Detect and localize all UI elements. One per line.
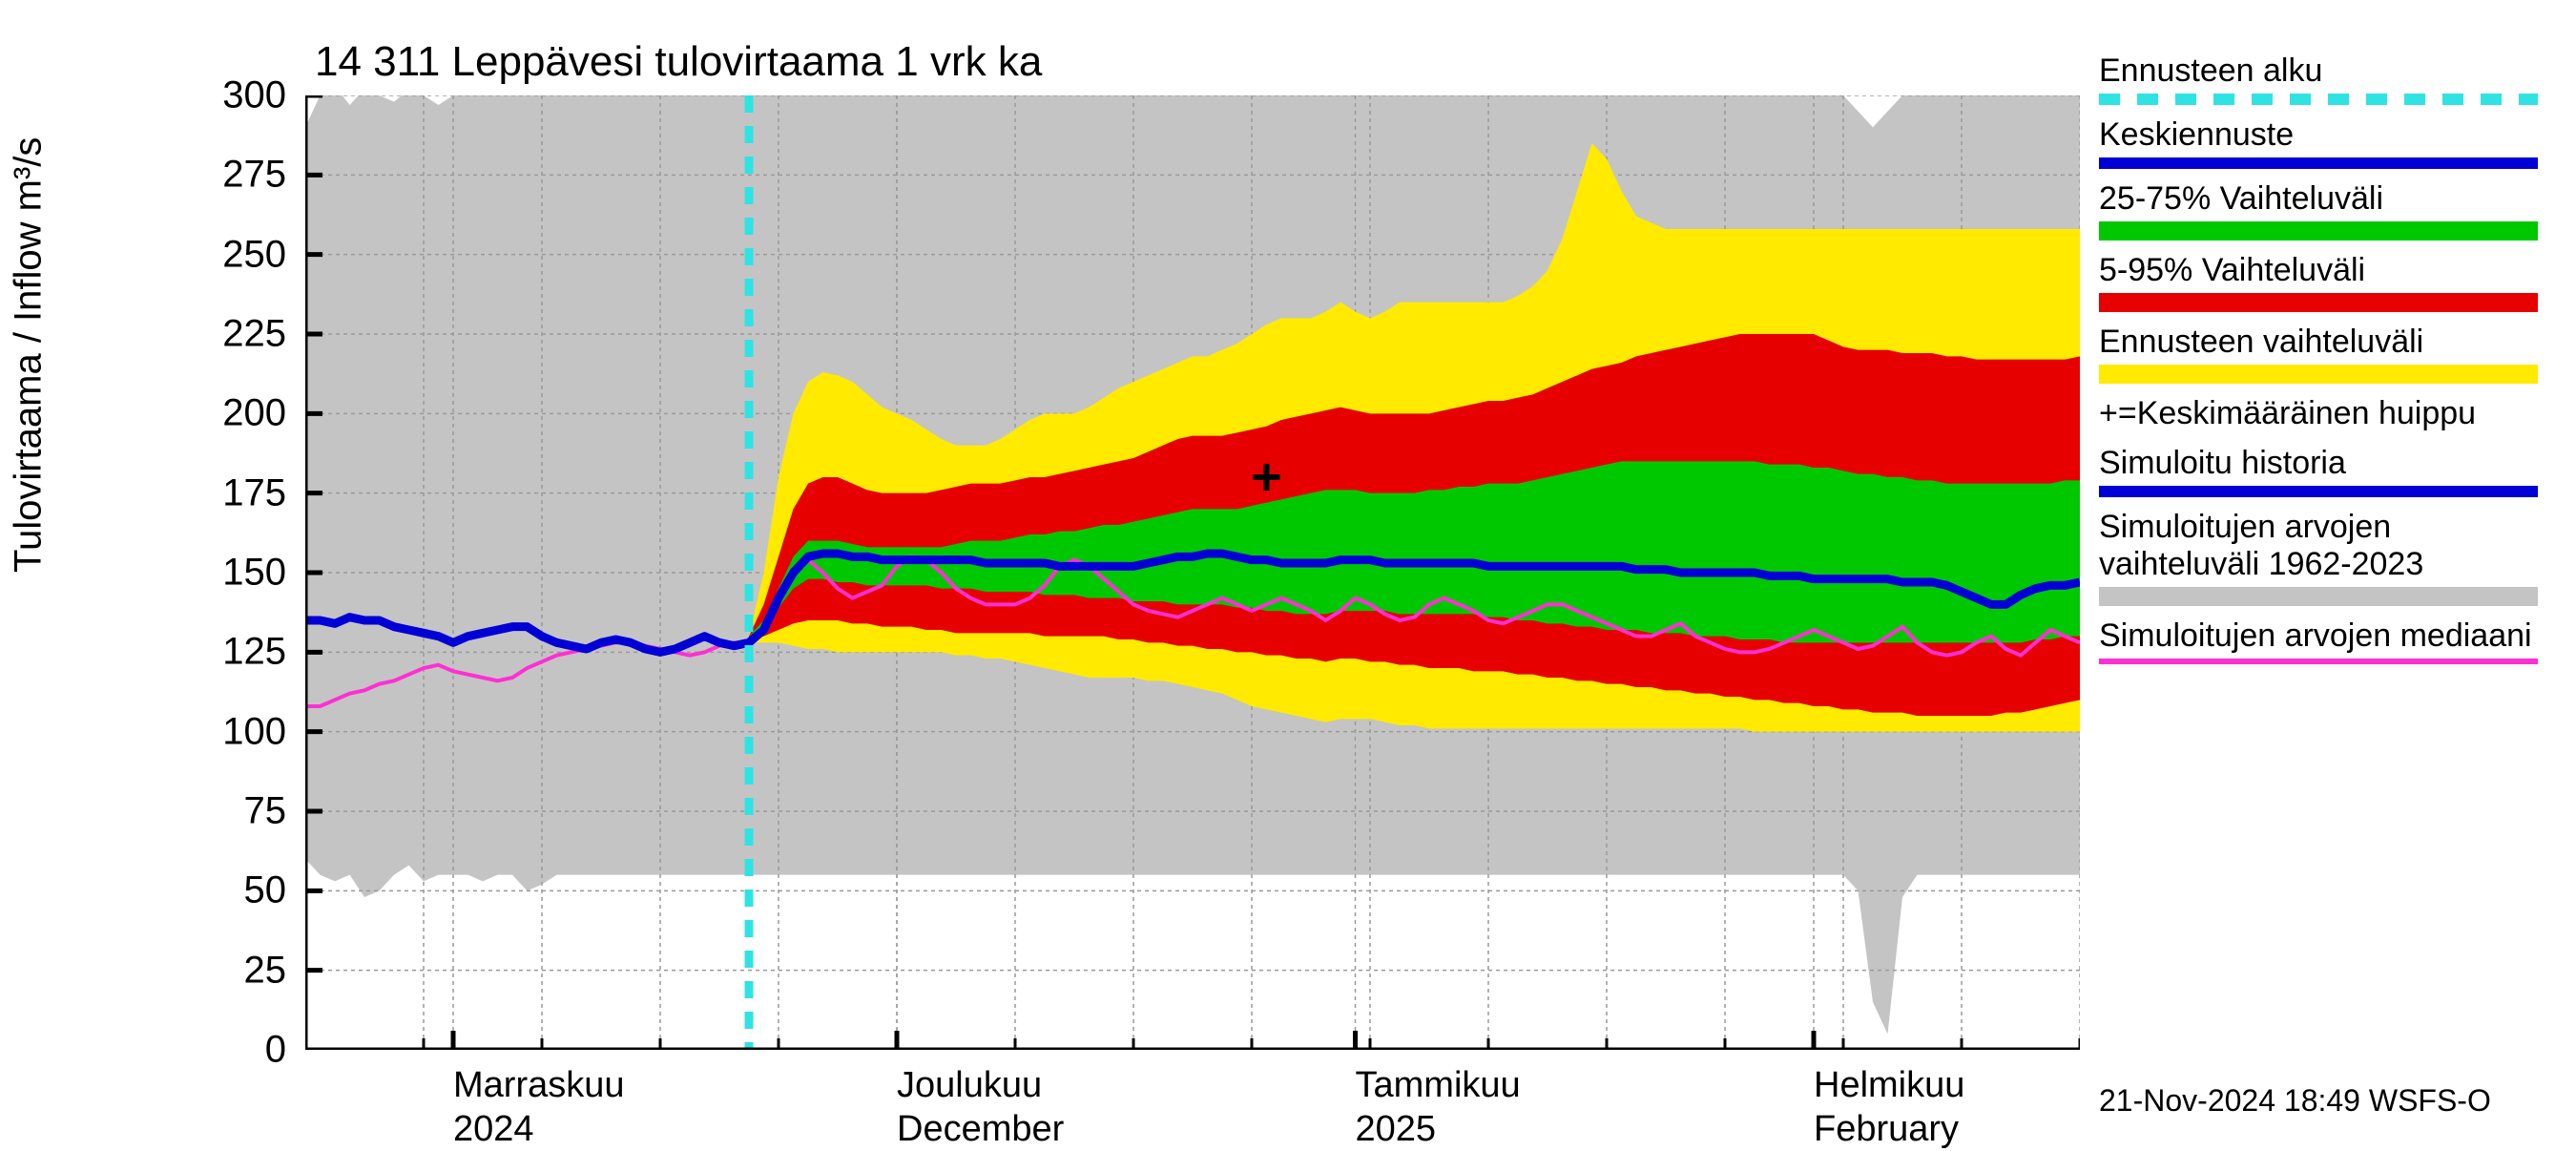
y-tick-label: 25: [172, 949, 286, 992]
legend: Ennusteen alku Keskiennuste 25-75% Vaihtel…: [2099, 52, 2557, 676]
legend-item: Ennusteen alku: [2099, 52, 2557, 105]
y-tick-label: 75: [172, 790, 286, 833]
legend-swatch: [2099, 94, 2538, 105]
legend-swatch: [2099, 659, 2538, 664]
y-tick-label: 225: [172, 313, 286, 356]
legend-label: Ennusteen alku: [2099, 52, 2557, 90]
legend-label: Keskiennuste: [2099, 116, 2557, 154]
chart-title: 14 311 Leppävesi tulovirtaama 1 vrk ka: [315, 38, 1042, 86]
y-tick-label: 175: [172, 471, 286, 514]
chart-container: 14 311 Leppävesi tulovirtaama 1 vrk ka T…: [0, 0, 2576, 1145]
legend-swatch: [2099, 221, 2538, 241]
x-tick-label: JoulukuuDecember: [897, 1064, 1064, 1151]
legend-swatch: [2099, 486, 2538, 497]
legend-item: 25-75% Vaihteluväli: [2099, 180, 2557, 241]
plot-area: [305, 95, 2080, 1050]
y-tick-label: 150: [172, 552, 286, 595]
legend-item: Simuloitujen arvojen mediaani: [2099, 617, 2557, 664]
y-tick-label: 50: [172, 869, 286, 912]
legend-item: 5-95% Vaihteluväli: [2099, 252, 2557, 312]
plot-svg: [305, 95, 2080, 1050]
legend-item: Simuloitu historia: [2099, 445, 2557, 497]
x-tick-label: HelmikuuFebruary: [1814, 1064, 1964, 1151]
legend-label: Simuloitu historia: [2099, 445, 2557, 482]
legend-swatch: [2099, 587, 2538, 606]
legend-swatch: [2099, 293, 2538, 312]
y-tick-label: 300: [172, 74, 286, 117]
y-tick-label: 125: [172, 631, 286, 674]
legend-swatch: [2099, 365, 2538, 384]
legend-item: +=Keskimääräinen huippu: [2099, 395, 2557, 432]
legend-label: Simuloitujen arvojen vaihteluväli 1962-2…: [2099, 509, 2557, 583]
footer-stamp: 21-Nov-2024 18:49 WSFS-O: [2099, 1083, 2491, 1119]
legend-item: Simuloitujen arvojen vaihteluväli 1962-2…: [2099, 509, 2557, 606]
x-tick-label: Marraskuu2024: [453, 1064, 625, 1151]
legend-label: 5-95% Vaihteluväli: [2099, 252, 2557, 289]
legend-label: 25-75% Vaihteluväli: [2099, 180, 2557, 218]
legend-label: Ennusteen vaihteluväli: [2099, 324, 2557, 361]
y-tick-label: 200: [172, 392, 286, 435]
y-tick-label: 0: [172, 1029, 286, 1072]
y-tick-label: 100: [172, 710, 286, 753]
x-tick-label: Tammikuu2025: [1356, 1064, 1521, 1151]
legend-item: Ennusteen vaihteluväli: [2099, 324, 2557, 384]
legend-item: Keskiennuste: [2099, 116, 2557, 169]
legend-swatch: [2099, 157, 2538, 169]
y-tick-label: 275: [172, 154, 286, 197]
legend-label: Simuloitujen arvojen mediaani: [2099, 617, 2557, 655]
y-axis-label: Tulovirtaama / Inflow m³/s: [8, 137, 51, 573]
y-tick-label: 250: [172, 233, 286, 276]
legend-label: +=Keskimääräinen huippu: [2099, 395, 2557, 432]
